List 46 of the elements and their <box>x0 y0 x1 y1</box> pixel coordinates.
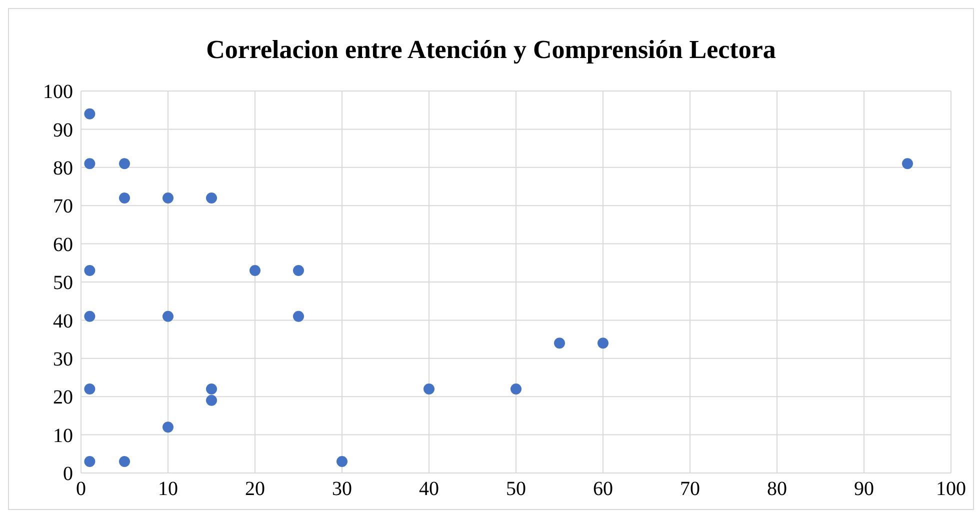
point <box>84 310 96 322</box>
x-tick-label: 100 <box>936 478 966 500</box>
point <box>119 192 130 204</box>
point <box>336 456 348 468</box>
point <box>293 310 304 322</box>
y-tick-label: 80 <box>53 158 73 180</box>
point <box>510 383 522 394</box>
y-tick-label: 50 <box>53 272 73 294</box>
y-tick-label: 10 <box>53 424 73 447</box>
y-tick-label: 90 <box>53 119 73 142</box>
x-tick-label: 60 <box>593 478 613 500</box>
y-tick-label: 0 <box>63 463 73 486</box>
point <box>162 310 174 322</box>
x-tick-label: 90 <box>854 478 874 500</box>
x-tick-label: 40 <box>419 478 439 500</box>
point <box>424 383 434 394</box>
point <box>84 265 96 276</box>
point <box>84 158 96 170</box>
point <box>293 265 304 276</box>
y-tick-label: 30 <box>53 348 73 370</box>
x-tick-label: 80 <box>767 478 787 500</box>
point <box>162 192 174 204</box>
x-tick-label: 30 <box>332 478 352 500</box>
point <box>84 108 96 120</box>
point <box>206 394 217 406</box>
point <box>902 158 913 170</box>
x-tick-label: 50 <box>506 478 526 500</box>
y-tick-label: 60 <box>53 234 73 256</box>
chart-title: Correlacion entre Atención y Comprensión Lectora <box>205 34 777 66</box>
point <box>119 456 130 468</box>
y-tick-label: 20 <box>53 386 73 409</box>
x-tick-label: 20 <box>245 478 265 500</box>
point <box>598 338 608 349</box>
y-tick-label: 100 <box>43 81 73 104</box>
y-tick-label: 40 <box>53 310 73 332</box>
point <box>84 456 96 468</box>
x-tick-label: 70 <box>680 478 700 500</box>
point <box>250 265 260 276</box>
point <box>206 383 217 394</box>
point <box>554 338 565 349</box>
point <box>162 422 174 433</box>
point <box>119 158 130 170</box>
y-tick-label: 70 <box>53 196 73 218</box>
x-tick-label: 10 <box>158 478 178 500</box>
point <box>206 192 217 204</box>
point <box>84 383 96 394</box>
